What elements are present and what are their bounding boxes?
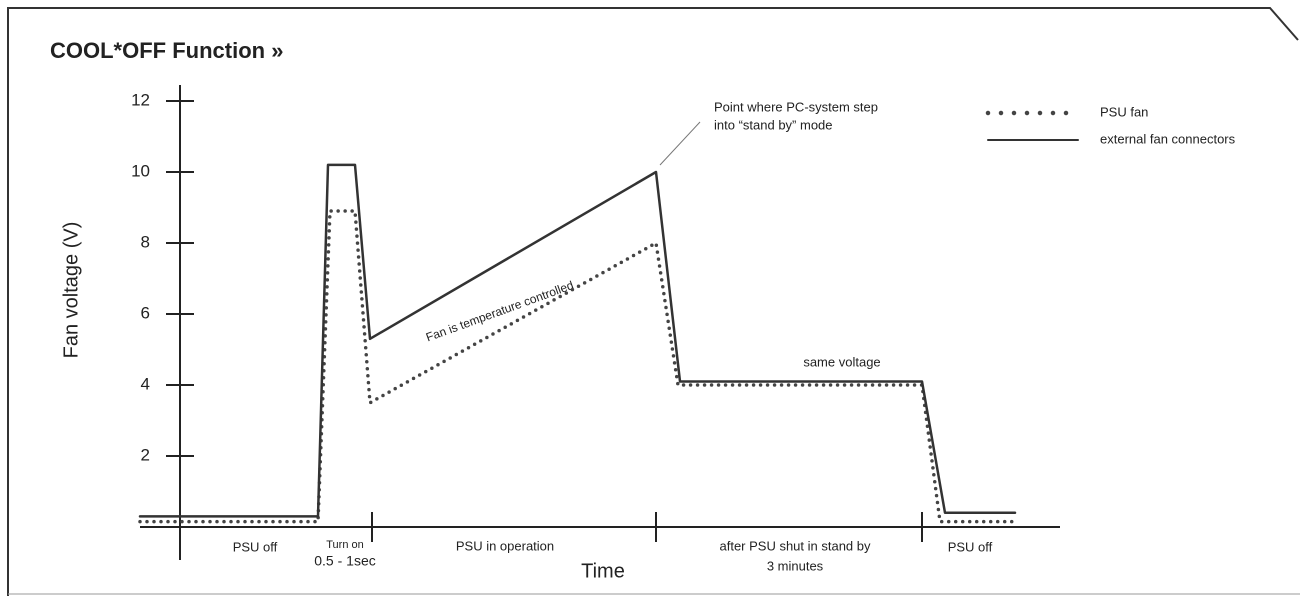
- y-tick-label: 8: [141, 232, 150, 251]
- annotation-pointer: [659, 121, 701, 166]
- phase-label: after PSU shut in stand by: [719, 538, 871, 553]
- y-tick-label: 2: [141, 445, 150, 464]
- legend-label: external fan connectors: [1100, 131, 1236, 146]
- phase-label: Turn on: [326, 539, 364, 551]
- annotation: Fan is temperature controlled: [424, 278, 575, 345]
- annotation: Point where PC-system step: [714, 99, 878, 114]
- phase-label: 0.5 - 1sec: [314, 553, 375, 569]
- chart-title: COOL*OFF Function »: [50, 38, 283, 63]
- x-axis-label: Time: [581, 560, 625, 582]
- series-line: [138, 163, 1017, 518]
- phase-label: 3 minutes: [767, 558, 824, 573]
- series-line: [138, 209, 1017, 524]
- frame: [7, 7, 1299, 596]
- y-tick-label: 6: [141, 303, 150, 322]
- phase-label: PSU off: [948, 539, 993, 554]
- phase-label: PSU off: [233, 539, 278, 554]
- annotation: same voltage: [803, 354, 880, 369]
- phase-label: PSU in operation: [456, 538, 554, 553]
- y-tick-label: 12: [131, 90, 150, 109]
- annotation: into “stand by” mode: [714, 117, 833, 132]
- y-tick-label: 4: [141, 374, 150, 393]
- y-tick-label: 10: [131, 161, 150, 180]
- legend-label: PSU fan: [1100, 104, 1148, 119]
- y-axis-label: Fan voltage (V): [60, 222, 82, 359]
